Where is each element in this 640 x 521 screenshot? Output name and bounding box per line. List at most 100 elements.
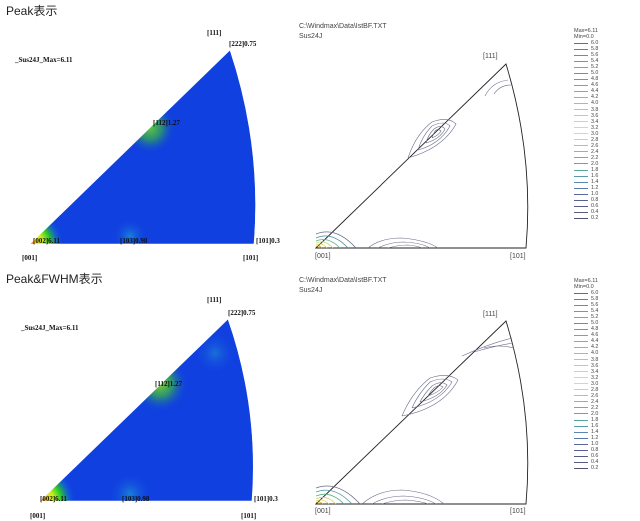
legend-value: 1.0 bbox=[591, 191, 599, 198]
legend-max: Max=6.11 bbox=[574, 28, 598, 34]
legend-value: 1.6 bbox=[591, 423, 599, 430]
legend-row: 2.6 bbox=[574, 393, 634, 399]
legend-value: 1.2 bbox=[591, 435, 599, 442]
label-max-value: _Sus24J_Max=6.11 bbox=[14, 56, 73, 64]
legend-row: 3.0 bbox=[574, 381, 634, 387]
legend-row: 3.8 bbox=[574, 107, 634, 113]
legend-value: 0.6 bbox=[591, 203, 599, 210]
legend-row: 4.0 bbox=[574, 100, 634, 106]
legend-value: 2.4 bbox=[591, 148, 599, 155]
legend-row: 3.4 bbox=[574, 369, 634, 375]
legend-swatch bbox=[574, 310, 588, 312]
label-103-value: [103]0.98 bbox=[122, 495, 150, 503]
legend-row: 1.4 bbox=[574, 179, 634, 185]
section-title-peak-fwhm: Peak&FWHM表示 bbox=[6, 272, 103, 286]
legend-row: 3.0 bbox=[574, 131, 634, 137]
legend-value: 1.4 bbox=[591, 179, 599, 186]
legend-value: 5.6 bbox=[591, 302, 599, 309]
legend-value: 3.6 bbox=[591, 112, 599, 119]
legend-row: 3.2 bbox=[574, 125, 634, 131]
legend-value: 3.4 bbox=[591, 368, 599, 375]
legend-swatch bbox=[574, 298, 588, 300]
legend-swatch bbox=[574, 169, 588, 171]
contour-legend: Max=6.11 Min=0.0 6.0 5.8 5.6 5.4 5.2 5.0 4.8 4.… bbox=[574, 278, 634, 471]
legend-swatch bbox=[574, 316, 588, 318]
legend-row: 1.4 bbox=[574, 429, 634, 435]
legend-row: 1.2 bbox=[574, 435, 634, 441]
legend-swatch bbox=[574, 115, 588, 117]
legend-swatch bbox=[574, 346, 588, 348]
legend-value: 5.8 bbox=[591, 296, 599, 303]
legend-value: 5.2 bbox=[591, 314, 599, 321]
legend-swatch bbox=[574, 395, 588, 397]
legend-value: 0.2 bbox=[591, 215, 599, 222]
label-002-value: [002]6.11 bbox=[33, 237, 61, 245]
legend-row: 5.2 bbox=[574, 314, 634, 320]
legend-swatch bbox=[574, 461, 588, 463]
legend-row: 0.8 bbox=[574, 197, 634, 203]
label-max-value: _Sus24J_Max=6.11 bbox=[20, 324, 79, 332]
legend-row: 0.6 bbox=[574, 203, 634, 209]
legend-value: 6.0 bbox=[591, 40, 599, 47]
legend-swatch bbox=[574, 102, 588, 104]
legend-value: 5.4 bbox=[591, 58, 599, 65]
legend-row: 1.8 bbox=[574, 417, 634, 423]
legend-swatch bbox=[574, 292, 588, 294]
legend-swatch bbox=[574, 205, 588, 207]
legend-swatch bbox=[574, 90, 588, 92]
legend-row: 4.2 bbox=[574, 94, 634, 100]
label-001: [001] bbox=[30, 512, 45, 520]
contour-ipf-panel-peak: C:\Windmax\Data\IstBF.TXT Sus24J [111] [… bbox=[298, 0, 560, 265]
legend-row: 4.4 bbox=[574, 88, 634, 94]
legend-swatch bbox=[574, 401, 588, 403]
legend-row: 1.0 bbox=[574, 191, 634, 197]
legend-row: 1.2 bbox=[574, 185, 634, 191]
label-001: [001] bbox=[315, 253, 331, 260]
contour-103 bbox=[361, 489, 445, 505]
contour-001 bbox=[315, 485, 361, 505]
legend-row: 2.8 bbox=[574, 387, 634, 393]
legend-swatch bbox=[574, 304, 588, 306]
legend-value: 3.2 bbox=[591, 374, 599, 381]
label-101-value: [101]0.3 bbox=[256, 237, 280, 245]
legend-row: 3.6 bbox=[574, 113, 634, 119]
legend-row: 1.0 bbox=[574, 441, 634, 447]
file-path: C:\Windmax\Data\IstBF.TXT bbox=[299, 277, 387, 284]
legend-swatch bbox=[574, 121, 588, 123]
legend-value: 4.0 bbox=[591, 350, 599, 357]
legend-swatch bbox=[574, 109, 588, 111]
legend-row: 5.2 bbox=[574, 64, 634, 70]
legend-swatch bbox=[574, 42, 588, 44]
legend-swatch bbox=[574, 211, 588, 213]
legend-row: 1.6 bbox=[574, 173, 634, 179]
legend-value: 5.2 bbox=[591, 64, 599, 71]
label-112-value: [112]1.27 bbox=[153, 119, 181, 127]
legend-row: 4.2 bbox=[574, 344, 634, 350]
filled-ipf-panel-peak-fwhm: [111] [222]0.75 _Sus24J_Max=6.11 [112]1.… bbox=[0, 268, 300, 521]
legend-row: 5.0 bbox=[574, 70, 634, 76]
legend-swatch bbox=[574, 84, 588, 86]
legend-swatch bbox=[574, 425, 588, 427]
legend-value: 2.8 bbox=[591, 386, 599, 393]
label-101: [101] bbox=[510, 253, 526, 260]
legend-value: 4.4 bbox=[591, 88, 599, 95]
contour-111 bbox=[461, 337, 515, 357]
sample-name: Sus24J bbox=[299, 287, 322, 294]
legend-swatch bbox=[574, 139, 588, 141]
legend-value: 3.8 bbox=[591, 356, 599, 363]
legend-row: 0.2 bbox=[574, 215, 634, 221]
label-002-value: [002]6.11 bbox=[40, 495, 68, 503]
legend-row: 5.4 bbox=[574, 308, 634, 314]
ipf-outline bbox=[314, 63, 529, 249]
legend-row: 2.6 bbox=[574, 143, 634, 149]
legend-value: 0.6 bbox=[591, 453, 599, 460]
legend-value: 4.8 bbox=[591, 76, 599, 83]
filled-ipf-panel-peak: [111] [222]0.75 _Sus24J_Max=6.11 [112]1.… bbox=[0, 0, 300, 265]
legend-swatch bbox=[574, 455, 588, 457]
legend-value: 5.8 bbox=[591, 46, 599, 53]
legend-row: 2.2 bbox=[574, 405, 634, 411]
legend-value: 4.2 bbox=[591, 344, 599, 351]
legend-swatch bbox=[574, 413, 588, 415]
legend-swatch bbox=[574, 359, 588, 361]
legend-value: 5.4 bbox=[591, 308, 599, 315]
